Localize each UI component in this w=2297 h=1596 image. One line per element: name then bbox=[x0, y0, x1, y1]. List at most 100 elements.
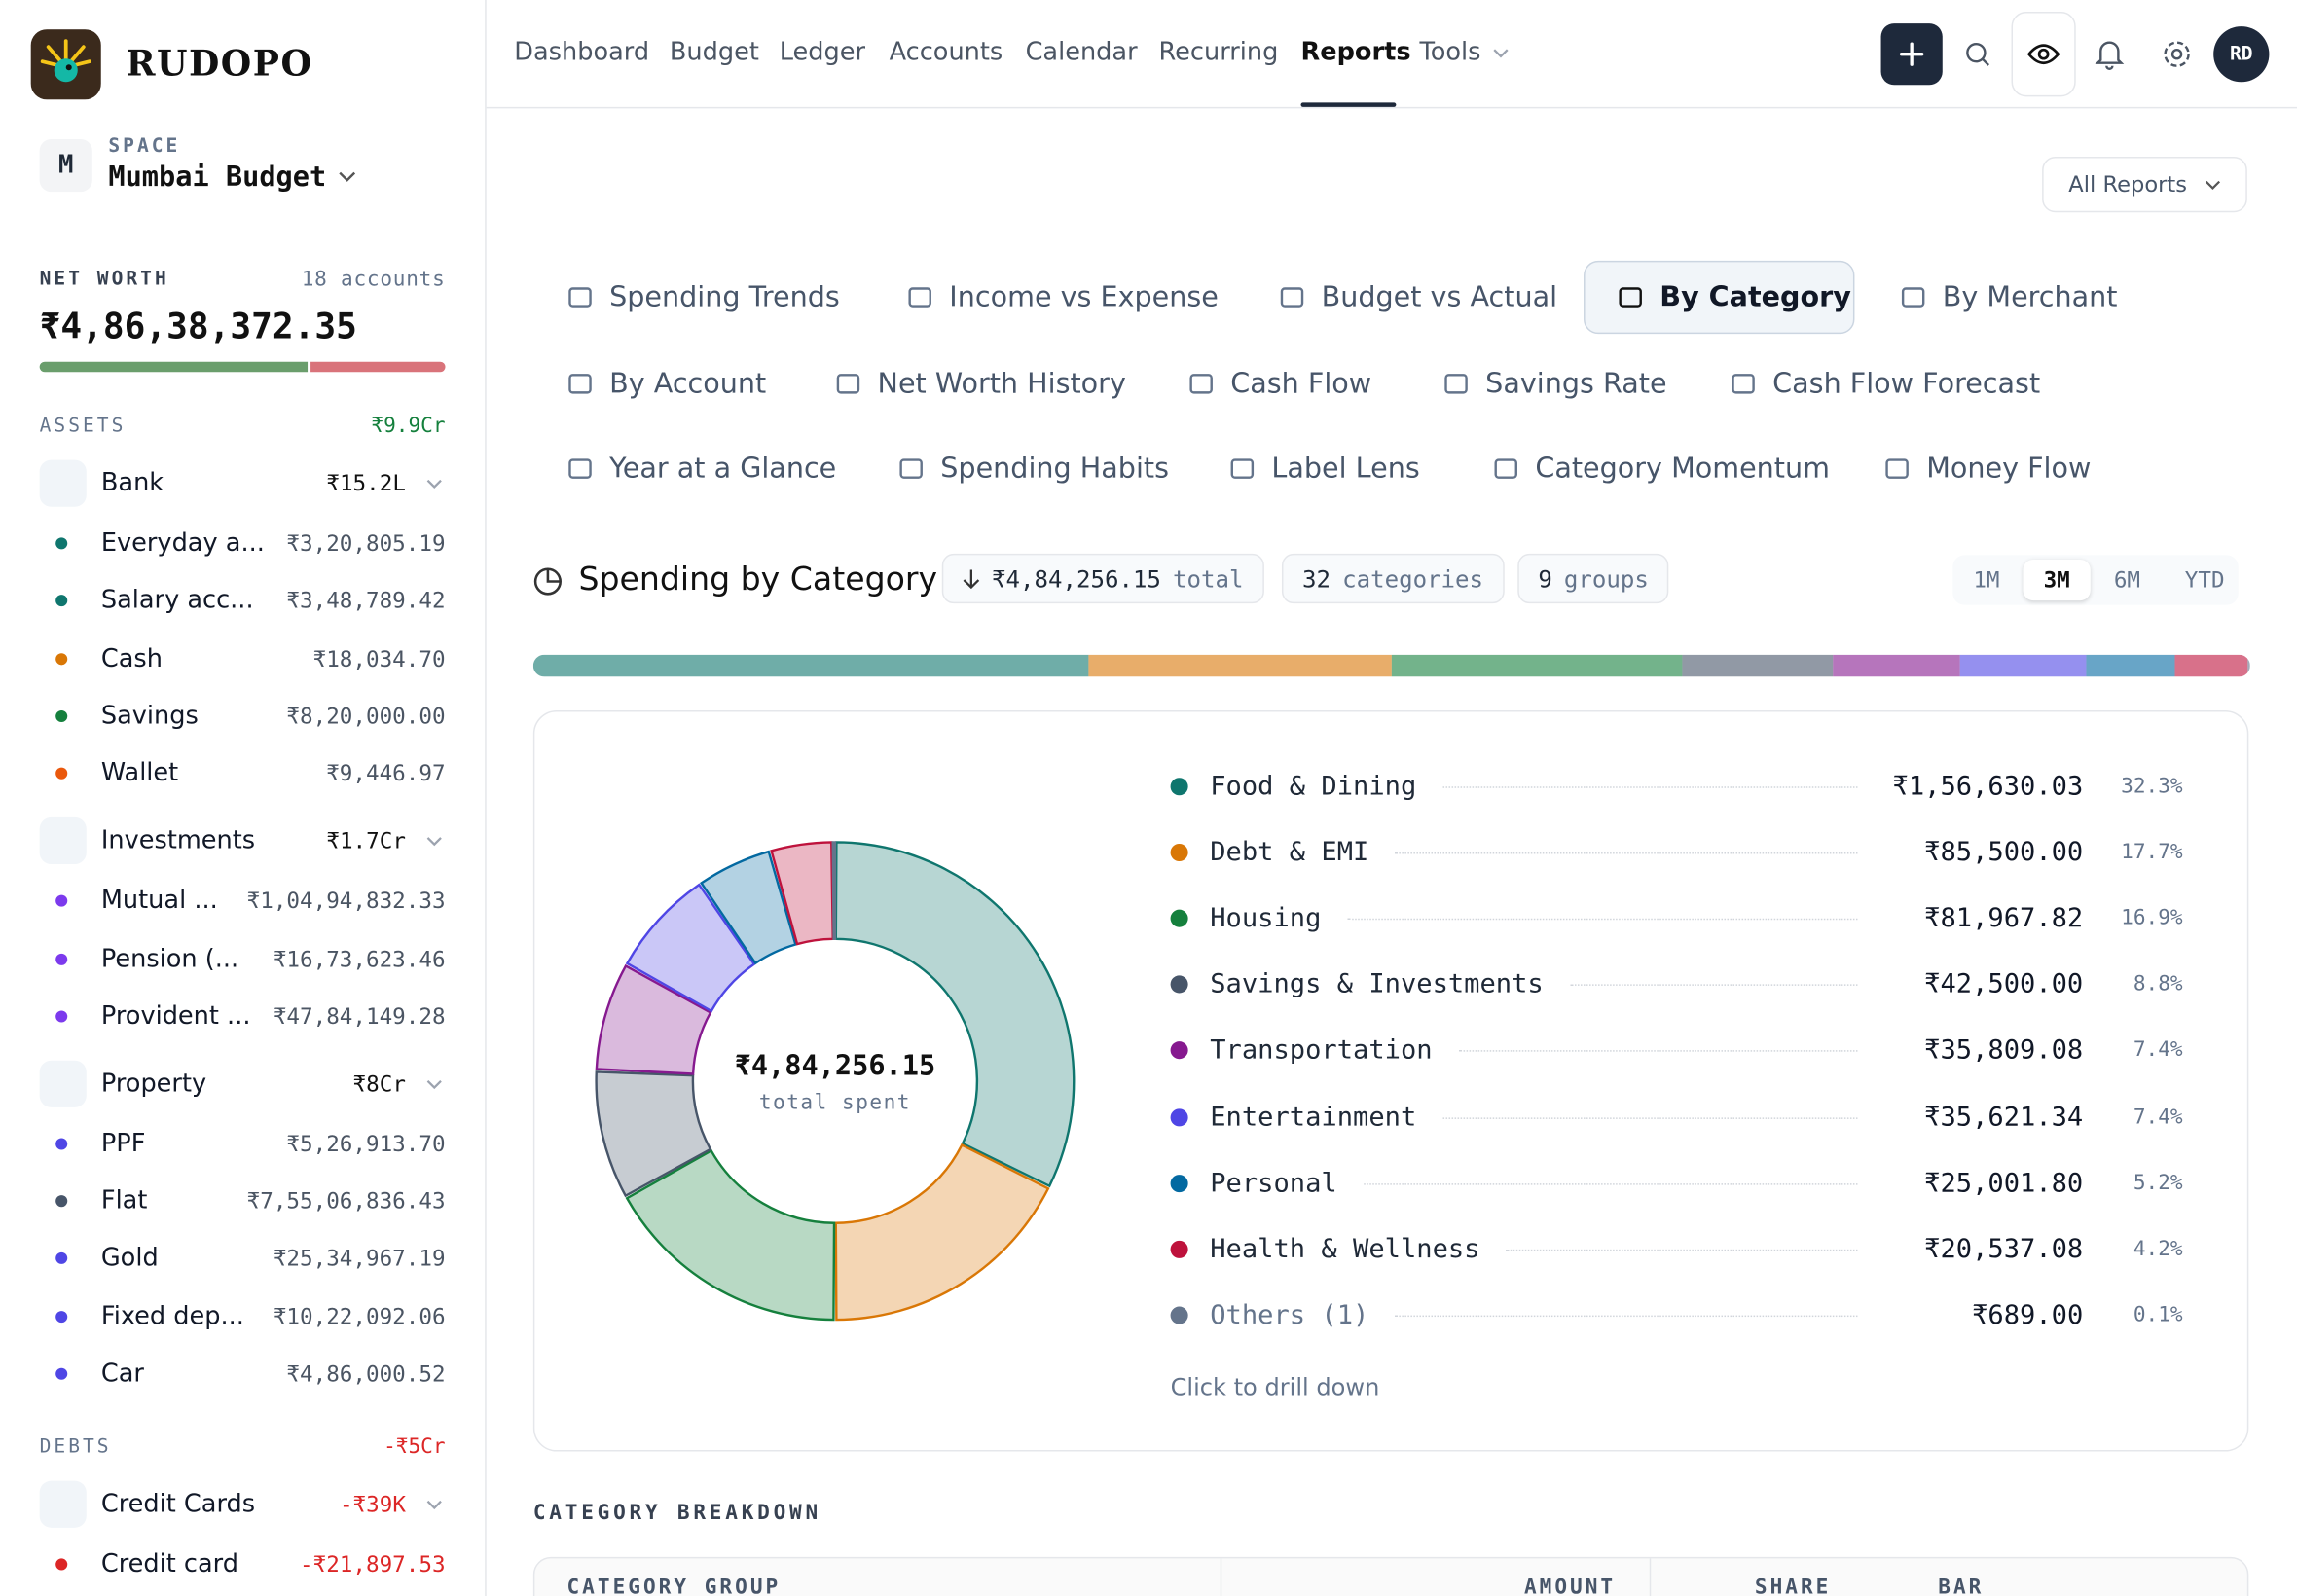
report-tab[interactable]: Spending Trends bbox=[565, 281, 840, 313]
legend-share: 0.1% bbox=[2133, 1303, 2183, 1327]
account-name[interactable]: Car bbox=[100, 1359, 144, 1389]
legend-share: 7.4% bbox=[2133, 1038, 2183, 1063]
report-tab[interactable]: By Category bbox=[1616, 281, 1851, 313]
report-tab[interactable]: Income vs Expense bbox=[905, 281, 1219, 313]
account-dot bbox=[55, 767, 68, 780]
tab-icon bbox=[568, 458, 592, 479]
report-tab[interactable]: Spending Habits bbox=[896, 453, 1169, 485]
account-dot bbox=[55, 1558, 68, 1571]
legend-amount: ₹35,809.08 bbox=[1924, 1034, 2084, 1067]
report-tab[interactable]: By Account bbox=[565, 368, 766, 400]
account-name[interactable]: Gold bbox=[100, 1244, 159, 1274]
account-name[interactable]: Fixed dep... bbox=[100, 1301, 244, 1331]
donut-segment bbox=[595, 963, 712, 1075]
report-tab[interactable]: Cash Flow Forecast bbox=[1729, 368, 2040, 400]
group-total: ₹15.2L bbox=[326, 470, 406, 497]
tab-label: Income vs Expense bbox=[949, 280, 1219, 314]
tab-icon bbox=[1619, 287, 1642, 308]
account-name[interactable]: Provident ... bbox=[100, 1001, 251, 1032]
legend-name[interactable]: Entertainment bbox=[1210, 1101, 1417, 1133]
tab-icon bbox=[1189, 374, 1213, 394]
privacy-button[interactable] bbox=[2011, 12, 2076, 97]
account-name[interactable]: Pension (... bbox=[100, 944, 239, 974]
account-name[interactable]: Salary acc... bbox=[100, 586, 254, 616]
legend-name[interactable]: Debt & EMI bbox=[1210, 837, 1369, 868]
share-segment bbox=[2247, 654, 2250, 677]
account-name[interactable]: PPF bbox=[100, 1129, 146, 1159]
legend-name[interactable]: Savings & Investments bbox=[1210, 969, 1544, 1000]
user-avatar[interactable]: RD bbox=[2213, 26, 2270, 83]
account-dot bbox=[55, 537, 68, 550]
legend-name[interactable]: Transportation bbox=[1210, 1034, 1433, 1067]
space-switcher[interactable]: Mumbai Budget bbox=[108, 162, 355, 194]
share-segment bbox=[2174, 654, 2248, 677]
group-icon bbox=[39, 817, 87, 865]
range-option[interactable]: 3M bbox=[2043, 566, 2070, 594]
group-name[interactable]: Investments bbox=[100, 826, 256, 856]
assets-label: ASSETS bbox=[39, 415, 127, 438]
summary-chip: 32 categories bbox=[1281, 553, 1505, 604]
nav-link[interactable]: Dashboard bbox=[514, 38, 649, 67]
nav-link[interactable]: Accounts bbox=[890, 38, 1003, 67]
range-option[interactable]: 6M bbox=[2113, 566, 2141, 594]
group-name[interactable]: Credit Cards bbox=[100, 1489, 256, 1519]
legend-share: 8.8% bbox=[2133, 972, 2183, 997]
legend-leader bbox=[1347, 918, 1858, 921]
account-name[interactable]: Credit card bbox=[100, 1549, 239, 1579]
nav-link[interactable]: Reports bbox=[1301, 38, 1411, 67]
nav-link[interactable]: Tools bbox=[1419, 38, 1509, 67]
account-name[interactable]: Mutual ... bbox=[100, 886, 218, 916]
legend-name[interactable]: Health & Wellness bbox=[1210, 1233, 1480, 1265]
legend-share: 5.2% bbox=[2133, 1171, 2183, 1195]
tab-label: Spending Habits bbox=[940, 453, 1170, 486]
group-icon bbox=[39, 1060, 87, 1107]
tab-icon-shape bbox=[1444, 374, 1468, 394]
legend-amount: ₹1,56,630.03 bbox=[1892, 771, 2084, 803]
settings-button[interactable] bbox=[2146, 23, 2207, 85]
chevron bbox=[338, 171, 355, 182]
report-tab[interactable]: Savings Rate bbox=[1441, 368, 1667, 400]
account-name[interactable]: Cash bbox=[100, 643, 163, 673]
eye-icon bbox=[2027, 44, 2060, 65]
nav-link[interactable]: Budget bbox=[670, 38, 759, 67]
notifications-button[interactable] bbox=[2079, 23, 2140, 85]
search-button[interactable] bbox=[1947, 23, 2008, 85]
group-name[interactable]: Property bbox=[100, 1069, 207, 1099]
report-tab[interactable]: Category Momentum bbox=[1491, 453, 1830, 485]
account-name[interactable]: Wallet bbox=[100, 758, 179, 789]
range-selector bbox=[1952, 555, 2239, 605]
nav-label: Accounts bbox=[889, 38, 1003, 68]
tab-icon bbox=[568, 287, 592, 308]
legend-name[interactable]: Personal bbox=[1210, 1167, 1337, 1199]
account-dot bbox=[55, 953, 68, 965]
reports-menu[interactable]: All Reports bbox=[2042, 157, 2247, 213]
account-name[interactable]: Flat bbox=[100, 1186, 148, 1216]
legend-name[interactable]: Food & Dining bbox=[1210, 771, 1417, 803]
legend-dot bbox=[1170, 1306, 1188, 1324]
space-name: Mumbai Budget bbox=[108, 161, 327, 194]
share-segment bbox=[1391, 654, 1683, 677]
tab-icon-shape bbox=[1280, 287, 1304, 308]
add-button[interactable] bbox=[1880, 23, 1943, 86]
report-tab[interactable]: Cash Flow bbox=[1186, 368, 1371, 400]
nav-link[interactable]: Recurring bbox=[1159, 38, 1279, 67]
nav-link[interactable]: Calendar bbox=[1026, 38, 1138, 67]
report-tab[interactable]: Budget vs Actual bbox=[1277, 281, 1557, 313]
group-icon bbox=[39, 459, 87, 507]
tab-label: By Account bbox=[609, 367, 767, 400]
range-option[interactable]: YTD bbox=[2184, 566, 2225, 594]
report-tab[interactable]: By Merchant bbox=[1899, 281, 2118, 313]
account-name[interactable]: Savings bbox=[100, 701, 199, 731]
legend-name[interactable]: Others (1) bbox=[1210, 1299, 1369, 1331]
range-option[interactable]: 1M bbox=[1973, 566, 2000, 594]
report-tab[interactable]: Net Worth History bbox=[833, 368, 1126, 400]
report-tab[interactable]: Money Flow bbox=[1882, 453, 2091, 485]
report-tab[interactable]: Label Lens bbox=[1227, 453, 1420, 485]
column-divider bbox=[1649, 1558, 1652, 1596]
report-tab[interactable]: Year at a Glance bbox=[565, 453, 836, 485]
account-name[interactable]: Everyday a... bbox=[100, 528, 265, 559]
legend-name[interactable]: Housing bbox=[1210, 903, 1322, 934]
nav-label: Reports bbox=[1300, 38, 1411, 68]
group-name[interactable]: Bank bbox=[100, 468, 164, 498]
nav-link[interactable]: Ledger bbox=[780, 38, 865, 67]
